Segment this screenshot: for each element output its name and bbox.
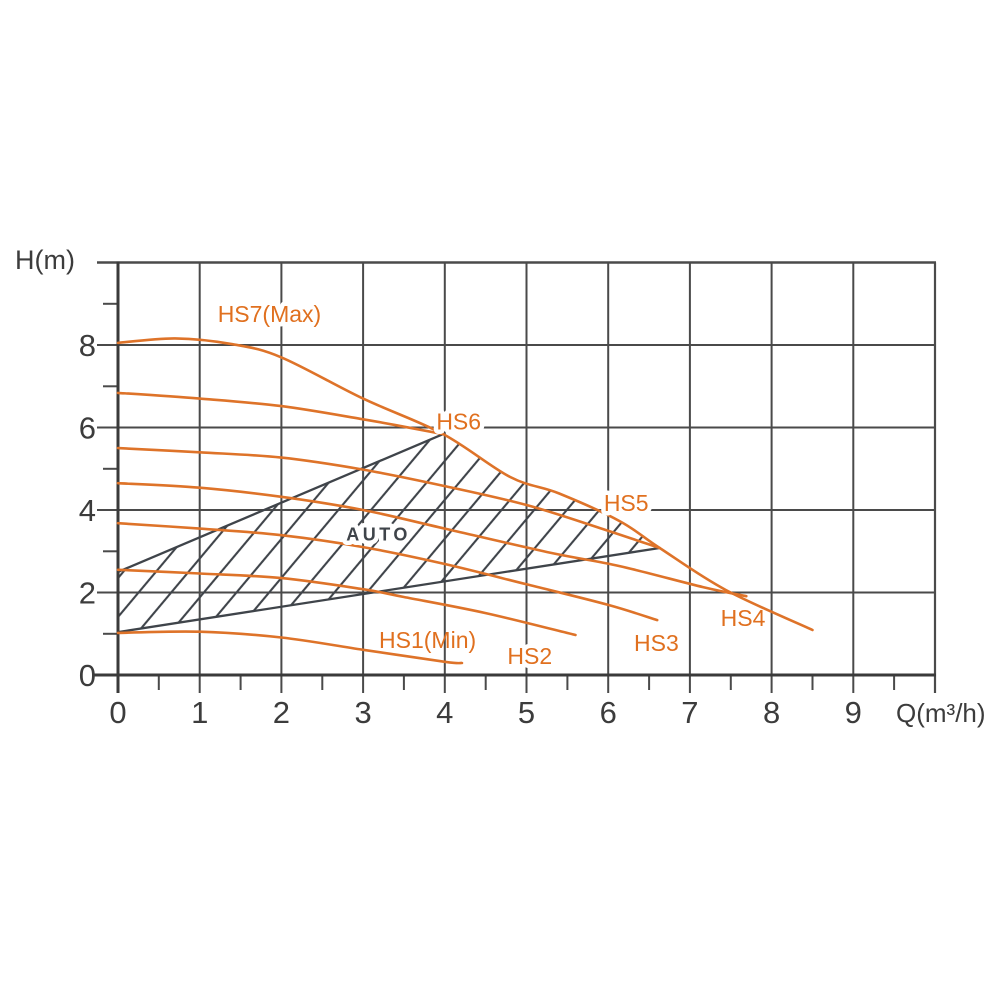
curve-hs5 xyxy=(116,446,661,550)
x-tick-6: 6 xyxy=(600,695,617,730)
y-axis-title: H(m) xyxy=(15,245,75,275)
label-hs4: HS4 xyxy=(721,605,766,631)
y-tick-2: 2 xyxy=(79,576,96,611)
x-tick-2: 2 xyxy=(273,695,290,730)
x-axis-title: Q(m³/h) xyxy=(896,698,986,728)
x-tick-labels: 0 1 2 3 4 5 6 7 8 9 xyxy=(109,695,862,730)
curve-hs3 xyxy=(116,521,659,622)
x-tick-4: 4 xyxy=(436,695,453,730)
x-tick-1: 1 xyxy=(191,695,208,730)
curve-hs7-max- xyxy=(116,337,814,632)
label-hs1-min: HS1(Min) xyxy=(379,627,476,653)
label-hs6: HS6 xyxy=(436,409,481,435)
label-hs2: HS2 xyxy=(507,643,552,669)
y-tick-labels: 0 2 4 6 8 xyxy=(79,328,96,693)
label-auto: AUTO xyxy=(346,525,411,545)
curve-hs6 xyxy=(116,391,445,436)
auto-region-upper-boundary xyxy=(117,433,444,573)
curve-labels: HS7(Max) HS6 HS5 HS4 HS3 HS2 HS1(Min) AUTO xyxy=(213,296,766,673)
y-tick-0: 0 xyxy=(79,658,96,693)
grid-lines xyxy=(97,261,937,693)
x-tick-7: 7 xyxy=(681,695,698,730)
x-tick-0: 0 xyxy=(109,695,126,730)
label-hs3: HS3 xyxy=(634,630,679,656)
curve-hs1-min- xyxy=(116,630,464,665)
y-tick-6: 6 xyxy=(79,411,96,446)
curve-hs4 xyxy=(116,481,748,598)
y-tick-8: 8 xyxy=(79,328,96,363)
x-tick-3: 3 xyxy=(354,695,371,730)
label-hs7-max: HS7(Max) xyxy=(218,301,322,327)
axes xyxy=(93,261,936,693)
x-tick-5: 5 xyxy=(518,695,535,730)
curve-hs2 xyxy=(116,568,577,637)
x-tick-9: 9 xyxy=(845,695,862,730)
pump-curves xyxy=(116,337,814,665)
x-tick-8: 8 xyxy=(763,695,780,730)
y-tick-4: 4 xyxy=(79,493,96,528)
label-hs5: HS5 xyxy=(604,490,649,516)
auto-region-lower-boundary xyxy=(117,546,660,634)
